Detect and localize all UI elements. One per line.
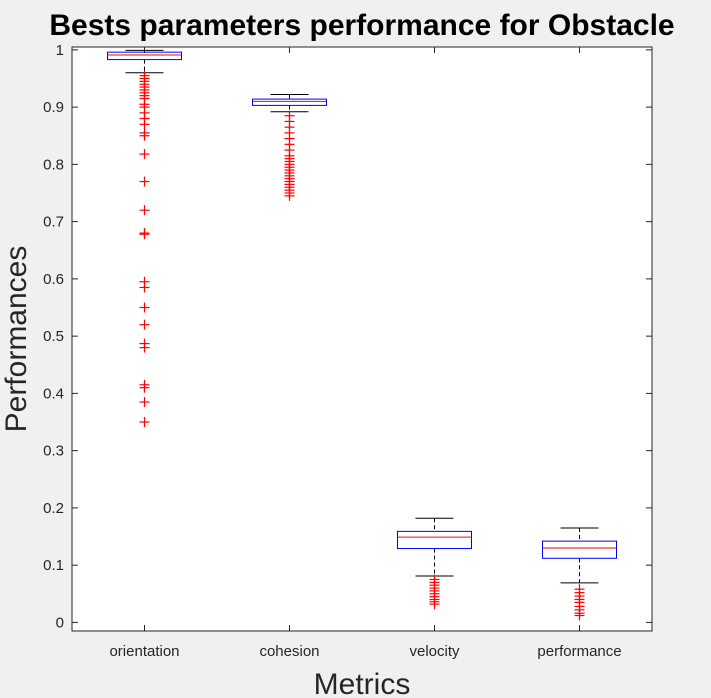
outlier-marker — [139, 205, 150, 216]
outlier-marker — [139, 417, 150, 428]
axes-background — [71, 46, 653, 632]
outlier-marker — [139, 119, 150, 130]
y-tick-label: 0.5 — [43, 328, 64, 345]
box-orientation — [107, 49, 182, 428]
y-tick-label: 0.6 — [43, 271, 64, 288]
x-tick-label: velocity — [409, 643, 460, 660]
y-tick-label: 0.4 — [43, 385, 64, 402]
iqr-box — [252, 98, 327, 106]
iqr-box — [397, 530, 472, 550]
outlier-marker — [574, 610, 585, 621]
outlier-marker — [139, 319, 150, 330]
y-tick-label: 0 — [56, 614, 64, 631]
y-tick-label: 0.3 — [43, 443, 64, 460]
outlier-marker — [139, 130, 150, 141]
outlier-marker — [139, 176, 150, 187]
y-axis-ticks: 0 0.1 0.2 0.3 0.4 0.5 0.6 0.7 0.8 0.9 1 — [43, 42, 652, 631]
x-tick-label: orientation — [109, 643, 179, 660]
outlier-marker — [139, 149, 150, 160]
box-cohesion — [252, 94, 327, 201]
y-tick-label: 0.9 — [43, 99, 64, 116]
box-performance — [542, 527, 617, 621]
box-velocity — [397, 517, 472, 610]
outlier-marker — [139, 396, 150, 407]
outlier-marker — [139, 342, 150, 353]
y-tick-label: 0.2 — [43, 500, 64, 517]
outlier-marker — [284, 190, 295, 201]
x-tick-label: performance — [537, 643, 621, 660]
y-axis-label: Performances — [0, 246, 33, 433]
iqr-box — [107, 51, 182, 61]
iqr-box — [542, 540, 617, 559]
x-axis-label: Metrics — [314, 668, 411, 698]
y-tick-label: 1 — [56, 42, 64, 59]
outlier-marker — [139, 282, 150, 293]
outlier-marker — [139, 229, 150, 240]
outlier-marker — [429, 599, 440, 610]
box-series — [107, 49, 617, 621]
y-tick-label: 0.8 — [43, 156, 64, 173]
chart-title: Bests parameters performance for Obstacl… — [49, 9, 674, 42]
x-tick-label: cohesion — [259, 643, 319, 660]
x-axis-ticks: orientation cohesion velocity performance — [109, 47, 622, 660]
outlier-marker — [139, 382, 150, 393]
y-tick-label: 0.7 — [43, 214, 64, 231]
y-tick-label: 0.1 — [43, 557, 64, 574]
outlier-marker — [139, 302, 150, 313]
